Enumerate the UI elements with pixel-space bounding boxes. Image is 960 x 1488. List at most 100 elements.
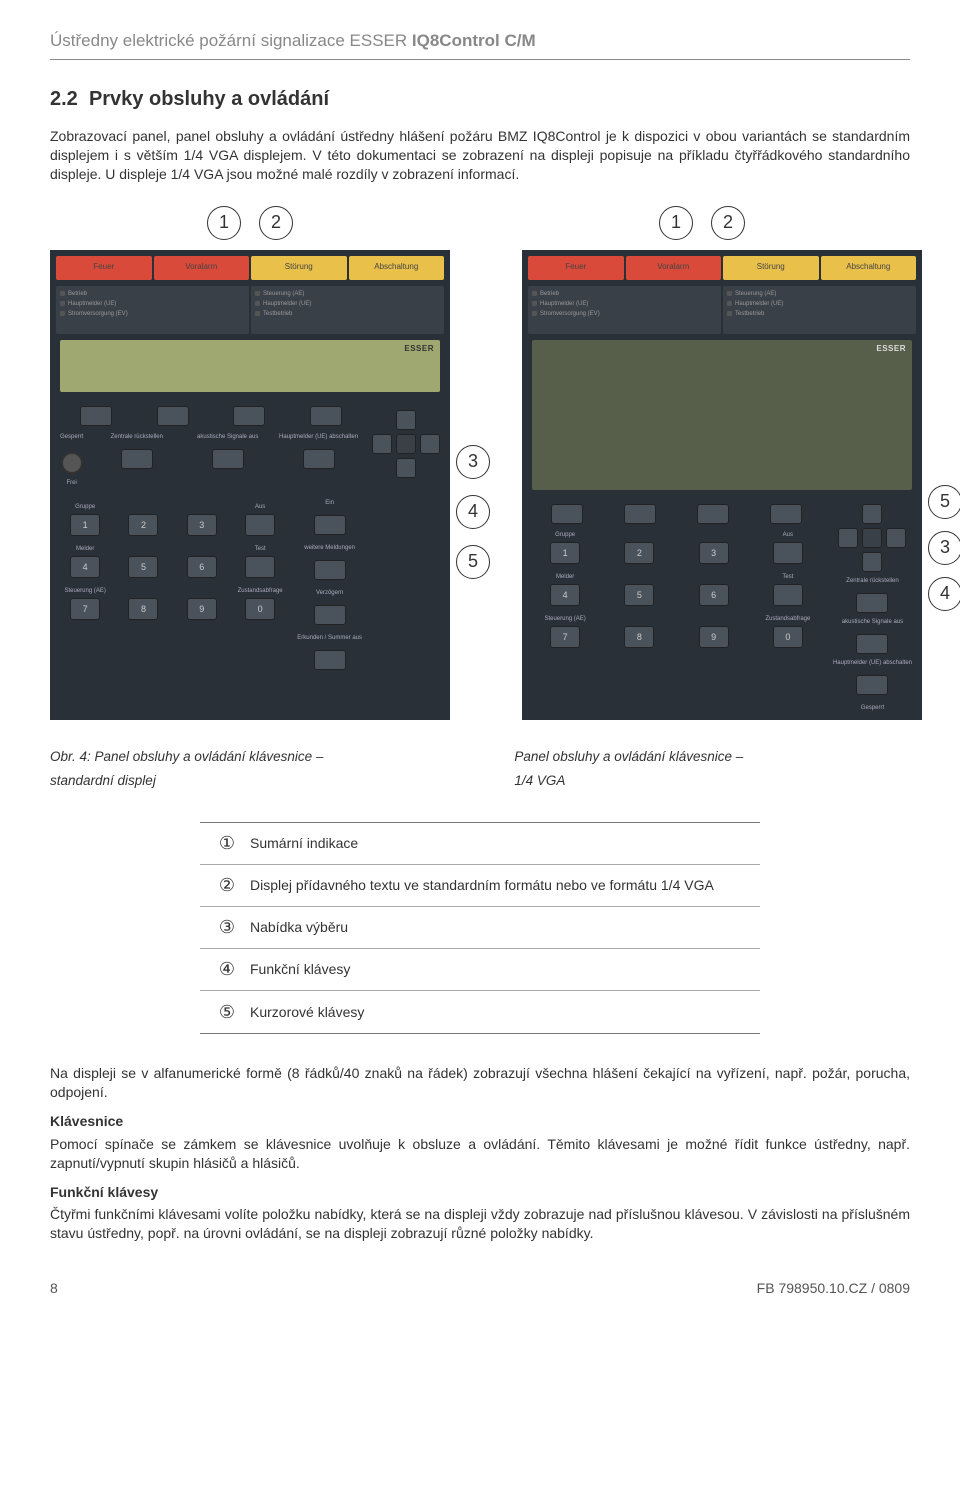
key-0[interactable]: 0 (773, 626, 803, 648)
key-8[interactable]: 8 (624, 626, 654, 648)
callout-5: 5 (456, 545, 490, 579)
brand-label: ESSER (404, 344, 434, 355)
key-5[interactable]: 5 (128, 556, 158, 578)
dpad-left[interactable] (372, 434, 392, 454)
key-7[interactable]: 7 (550, 626, 580, 648)
caption-right-line1: Panel obsluhy a ovládání klávesnice – (514, 748, 910, 766)
dpad-up[interactable] (862, 504, 882, 524)
softkey[interactable] (697, 504, 729, 524)
callout-4r: 4 (928, 577, 960, 611)
key-9[interactable]: 9 (187, 598, 217, 620)
status-disable: Abschaltung (349, 256, 445, 280)
status-prealarm: Voralarm (626, 256, 722, 280)
key-disable-ue[interactable] (856, 675, 888, 695)
key-9[interactable]: 9 (699, 626, 729, 648)
softkey[interactable] (551, 504, 583, 524)
key-delay[interactable] (314, 605, 346, 625)
softkey[interactable] (212, 449, 244, 469)
key-5[interactable]: 5 (624, 584, 654, 606)
lcd-vga: ESSER (532, 340, 912, 490)
key-explore[interactable] (314, 650, 346, 670)
key-6[interactable]: 6 (699, 584, 729, 606)
key-0[interactable]: 0 (245, 598, 275, 620)
legend-text: Nabídka výběru (250, 918, 756, 937)
key-more[interactable] (314, 560, 346, 580)
key-4[interactable]: 4 (70, 556, 100, 578)
legend-num: ③ (204, 915, 250, 939)
lock-icon (61, 452, 83, 474)
callout-pair-left: 1 2 (50, 206, 450, 240)
softkey[interactable] (80, 406, 112, 426)
dpad-up[interactable] (396, 410, 416, 430)
key-6[interactable]: 6 (187, 556, 217, 578)
key-reset[interactable] (856, 593, 888, 613)
status-fire: Feuer (528, 256, 624, 280)
figure-caption: Obr. 4: Panel obsluhy a ovládání klávesn… (50, 748, 910, 790)
key-test[interactable] (245, 556, 275, 578)
dpad-down[interactable] (396, 458, 416, 478)
callout-2-right: 2 (711, 206, 745, 240)
dpad-down[interactable] (862, 552, 882, 572)
caption-right: Panel obsluhy a ovládání klávesnice – 1/… (514, 748, 910, 790)
legend-text: Funkční klávesy (250, 960, 756, 979)
subhead-keyboard: Klávesnice (50, 1112, 910, 1131)
softkey[interactable] (233, 406, 265, 426)
key-8[interactable]: 8 (128, 598, 158, 620)
softkey[interactable] (310, 406, 342, 426)
header-prefix: Ústředny elektrické požární signalizace … (50, 31, 412, 50)
key-2[interactable]: 2 (128, 514, 158, 536)
panels-row: Feuer Voralarm Störung Abschaltung Betri… (50, 250, 910, 720)
legend-num: ⑤ (204, 1000, 250, 1024)
key-2[interactable]: 2 (624, 542, 654, 564)
key-ein[interactable] (314, 515, 346, 535)
dpad-right[interactable] (420, 434, 440, 454)
led-col-1: Betrieb Hauptmelder (UE) Stromversorgung… (56, 286, 249, 334)
key-4[interactable]: 4 (550, 584, 580, 606)
callout-1-left: 1 (207, 206, 241, 240)
section-title: 2.2 Prvky obsluhy a ovládání (50, 86, 910, 113)
key-3[interactable]: 3 (187, 514, 217, 536)
figure-block: 1 2 1 2 Feuer Voralarm Störung Abschaltu… (50, 206, 910, 790)
softkey[interactable] (770, 504, 802, 524)
left-panel-wrap: Feuer Voralarm Störung Abschaltung Betri… (50, 250, 450, 720)
panel-vga: Feuer Voralarm Störung Abschaltung Betri… (522, 250, 922, 720)
dpad-left[interactable] (838, 528, 858, 548)
key-silence[interactable] (856, 634, 888, 654)
key-aus[interactable] (245, 514, 275, 536)
control-area-right: Gruppe1 2 3 Aus Melder4 5 6 Test Steueru… (522, 496, 922, 720)
dpad-center[interactable] (862, 528, 882, 548)
section-number: 2.2 (50, 88, 78, 110)
callout-3r: 3 (928, 531, 960, 565)
callout-4: 4 (456, 495, 490, 529)
callout-2-left: 2 (259, 206, 293, 240)
page-footer: 8 FB 798950.10.CZ / 0809 (50, 1279, 910, 1298)
caption-left-line2: standardní displej (50, 772, 446, 790)
legend-text: Sumární indikace (250, 834, 756, 853)
status-bar: Feuer Voralarm Störung Abschaltung (50, 250, 450, 286)
control-area-left: Gesperrt Frei Zentrale rückstellen akust… (50, 398, 450, 670)
softkey[interactable] (303, 449, 335, 469)
softkey[interactable] (624, 504, 656, 524)
callout-5r: 5 (928, 485, 960, 519)
status-fault: Störung (251, 256, 347, 280)
dpad-right[interactable] (886, 528, 906, 548)
status-fire: Feuer (56, 256, 152, 280)
intro-paragraph: Zobrazovací panel, panel obsluhy a ovlád… (50, 127, 910, 184)
page-header: Ústředny elektrické požární signalizace … (50, 30, 910, 60)
key-test[interactable] (773, 584, 803, 606)
legend-num: ② (204, 873, 250, 897)
key-lock[interactable]: Gesperrt Frei (60, 434, 83, 492)
key-lock-r[interactable]: Gesperrt (861, 705, 884, 720)
key-1[interactable]: 1 (550, 542, 580, 564)
key-aus[interactable] (773, 542, 803, 564)
key-7[interactable]: 7 (70, 598, 100, 620)
softkey[interactable] (157, 406, 189, 426)
key-1[interactable]: 1 (70, 514, 100, 536)
page-number: 8 (50, 1279, 58, 1298)
subhead-function-keys: Funkční klávesy (50, 1183, 910, 1202)
softkey[interactable] (121, 449, 153, 469)
key-3[interactable]: 3 (699, 542, 729, 564)
dpad-center[interactable] (396, 434, 416, 454)
led-col-2: Steuerung (AE) Hauptmelder (UE) Testbetr… (251, 286, 444, 334)
caption-right-line2: 1/4 VGA (514, 772, 910, 790)
